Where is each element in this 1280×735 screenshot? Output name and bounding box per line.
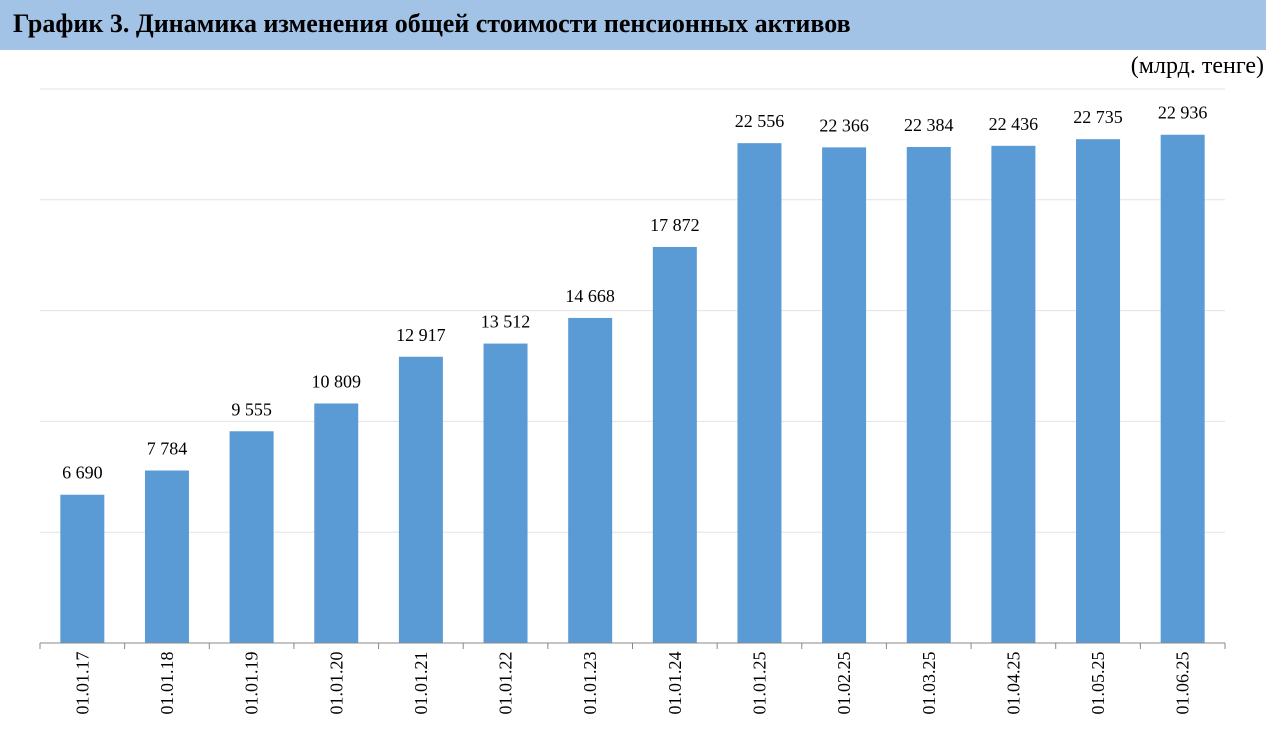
- data-label: 13 512: [481, 312, 531, 332]
- bar-01.06.25: [1160, 134, 1205, 644]
- bar-01.01.23: [568, 317, 613, 643]
- bar-01.03.25: [906, 146, 951, 643]
- data-label: 10 809: [312, 371, 362, 391]
- data-label: 22 556: [735, 111, 785, 131]
- data-label: 12 917: [396, 325, 446, 345]
- bar-01.01.21: [398, 356, 443, 643]
- data-labels: 6 690 7 784 9 555 10 809 12 917 13 512 14 668 1…: [62, 103, 1207, 483]
- chart-title: График 3. Динамика изменения общей стоим…: [13, 9, 851, 38]
- data-label: 22 735: [1073, 107, 1123, 127]
- x-tick-label: 01.01.23: [580, 652, 600, 715]
- bar-01.01.18: [144, 470, 189, 643]
- x-tick-label: 01.01.21: [411, 652, 431, 715]
- x-tick-label: 01.01.24: [665, 652, 685, 715]
- x-tick-label: 01.03.25: [919, 652, 939, 715]
- bars: [60, 134, 1205, 644]
- bar-01.01.19: [229, 431, 274, 643]
- bar-01.01.24: [652, 246, 697, 643]
- x-tick-label: 01.04.25: [1003, 652, 1023, 715]
- bar-01.04.25: [991, 145, 1036, 643]
- x-tick-label: 01.01.17: [72, 652, 92, 715]
- x-tick-label: 01.01.20: [326, 652, 346, 715]
- bar-01.01.25: [737, 143, 782, 643]
- x-tick-label: 01.01.18: [157, 652, 177, 715]
- unit-label: (млрд. тенге): [1130, 53, 1264, 79]
- bar-01.02.25: [822, 147, 867, 643]
- bar-01.01.20: [314, 403, 359, 643]
- bar-01.01.22: [483, 343, 528, 643]
- data-label: 22 366: [819, 115, 869, 135]
- x-tick-label: 01.01.25: [749, 652, 769, 715]
- x-axis: 01.01.17 01.01.18 01.01.19 01.01.20 01.01.21…: [39, 642, 1226, 715]
- x-tick-label: 01.06.25: [1173, 652, 1193, 715]
- bar-01.01.17: [60, 494, 105, 643]
- x-tick-label: 01.05.25: [1088, 652, 1108, 715]
- x-tick-label: 01.01.19: [242, 652, 262, 715]
- data-label: 17 872: [650, 215, 700, 235]
- bar-01.05.25: [1076, 139, 1121, 644]
- chart-title-bar: График 3. Динамика изменения общей стоим…: [0, 0, 1266, 50]
- data-label: 6 690: [62, 463, 103, 483]
- data-label: 22 936: [1158, 103, 1208, 123]
- data-label: 7 784: [147, 439, 188, 459]
- x-tick-label: 01.02.25: [834, 652, 854, 715]
- gridlines: [40, 88, 1225, 533]
- x-tick-label: 01.01.22: [496, 652, 516, 715]
- data-label: 9 555: [231, 399, 272, 419]
- data-label: 22 436: [989, 114, 1039, 134]
- data-label: 14 668: [565, 286, 615, 306]
- data-label: 22 384: [904, 115, 954, 135]
